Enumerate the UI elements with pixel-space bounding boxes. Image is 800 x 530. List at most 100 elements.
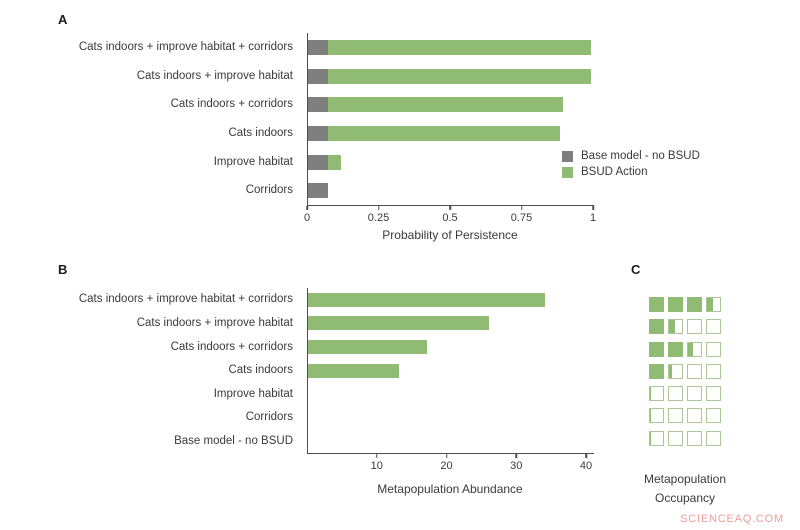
occupancy-cell-fill [669,320,675,334]
panel-c-letter: C [631,262,641,277]
panel-a-x-axis-ticks: 0 0.25 0.5 0.75 1 [303,206,597,230]
panel-b-category-labels: Cats indoors + improve habitat + corrido… [0,288,300,453]
occupancy-cell [649,363,664,379]
category-label: Cats indoors [228,364,293,377]
bar-row [308,312,594,336]
occupancy-cell [706,386,721,402]
legend-label-base-model: Base model - no BSUD [581,150,700,162]
panel-b-x-axis-ticks: 10 20 30 40 [307,454,593,478]
axis-tick [592,206,594,210]
occupancy-cell [649,341,664,357]
category-label: Improve habitat [213,155,293,168]
category-label: Cats indoors + improve habitat + corrido… [78,41,293,54]
axis-tick [515,454,518,458]
occupancy-cell-fill [669,364,672,378]
occupancy-cell [706,363,721,379]
bar-segment-base-model [308,97,329,113]
occupancy-cell-fill [707,298,713,311]
bar-row [308,359,594,383]
occupancy-cell [649,408,664,424]
panel-b-letter: B [58,262,68,277]
category-label: Corridors [245,411,293,424]
legend-item-base-model: Base model - no BSUD [562,150,700,162]
panel-a-x-axis-title: Probability of Persistence [382,228,518,242]
legend: Base model - no BSUD BSUD Action [562,150,700,178]
bar-segment-bsud-action [328,39,592,55]
legend-swatch-base-model-icon [562,150,573,162]
occupancy-cell-fill [688,342,694,356]
axis-tick-label: 0 [303,212,311,224]
category-label: Cats indoors + corridors [170,340,293,353]
legend-swatch-bsud-action-icon [562,166,573,178]
panel-a-plot [307,33,594,206]
occupancy-cell-fill [650,387,651,401]
occupancy-cell-fill [650,409,651,423]
bar-row [308,148,594,177]
bar-segment-bsud-action [328,125,560,141]
axis-tick [520,206,523,210]
occupancy-cell [649,297,664,312]
bar-segment-base-model [308,183,329,199]
panel-a-letter: A [58,12,68,27]
occupancy-cell [687,386,702,402]
axis-tick [306,206,308,210]
bar-row [308,406,594,430]
category-label: Cats indoors [228,127,293,140]
category-label: Corridors [245,184,293,197]
bar-row [308,90,594,119]
occupancy-cell [649,430,664,446]
axis-tick-label: 0.75 [510,212,533,224]
bar-segment-base-model [308,68,329,84]
bar-row [308,62,594,91]
axis-tick-label: 40 [579,460,593,472]
occupancy-cell [706,319,721,335]
bar-segment-bsud-action [328,68,592,84]
category-label: Cats indoors + improve habitat [136,317,293,330]
occupancy-cell-fill [650,431,652,445]
occupancy-cell [668,386,683,402]
occupancy-cell [668,430,683,446]
axis-tick-label: 1 [589,212,597,224]
axis-tick-label: 0.25 [367,212,390,224]
bar-segment-base-model [308,39,329,55]
bar-row [308,288,594,312]
occupancy-cell [649,319,664,335]
axis-tick [377,206,380,210]
occupancy-cell [668,297,683,312]
panel-b-x-axis-title: Metapopulation Abundance [377,482,523,496]
category-label: Cats indoors + corridors [170,98,293,111]
category-label: Cats indoors + improve habitat [136,69,293,82]
occupancy-cell [668,319,683,335]
occupancy-cell [668,341,683,357]
category-label: Improve habitat [213,387,293,400]
panel-c-title: Metapopulation Occupancy [610,470,760,507]
occupancy-cell [706,297,721,312]
occupancy-cell [687,408,702,424]
axis-tick [376,454,378,458]
bar-row [308,33,594,62]
occupancy-cell [687,341,702,357]
bar-segment-base-model [308,154,329,170]
bar-row [308,382,594,406]
panel-c-title-line2: Occupancy [654,490,716,505]
watermark: SCIENCEAQ.COM [680,513,784,525]
panel-b-plot [307,288,594,454]
axis-tick-label: 30 [510,460,523,472]
category-label: Cats indoors + improve habitat + corrido… [78,293,293,306]
axis-tick [445,454,448,458]
axis-tick-label: 0.5 [442,212,458,224]
occupancy-cell [668,363,683,379]
bar-segment-bsud-action [308,316,490,331]
category-label: Base model - no BSUD [174,434,293,447]
bar-segment-bsud-action [328,97,563,113]
bar-segment-bsud-action [308,363,399,378]
legend-item-bsud-action: BSUD Action [562,166,700,178]
bar-segment-bsud-action [308,339,427,354]
axis-tick [585,454,587,458]
occupancy-cell [687,297,702,312]
bar-segment-bsud-action [308,292,546,307]
occupancy-cell [706,408,721,424]
axis-tick-label: 20 [440,460,453,472]
panel-c-occupancy-grid [649,297,721,446]
occupancy-cell [668,408,683,424]
